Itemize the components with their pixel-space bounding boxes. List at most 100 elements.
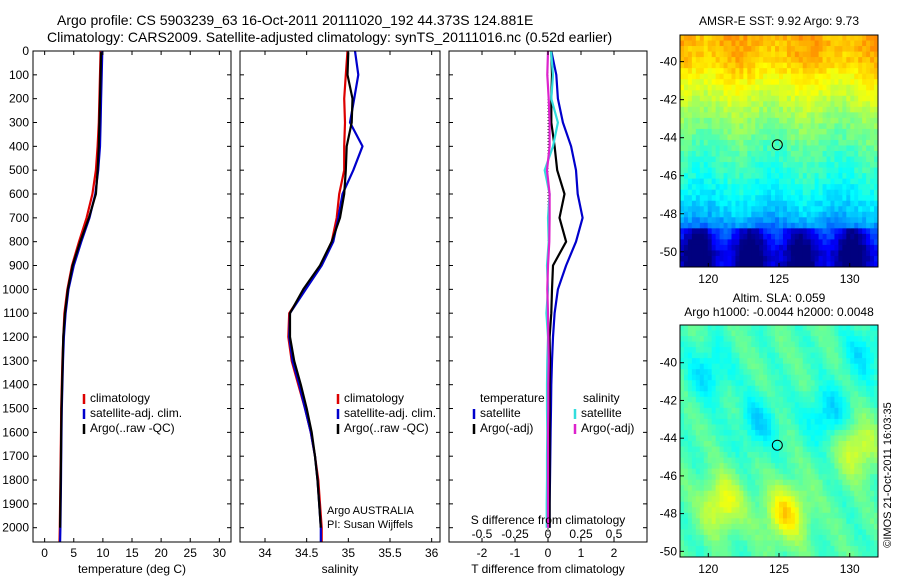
sla_map-cell (814, 363, 819, 370)
sst_map-cell (834, 139, 839, 146)
sla_map-cell (735, 391, 740, 398)
sla_map-cell (822, 457, 827, 464)
sst_map-cell (735, 128, 740, 135)
sla_map-cell (680, 485, 685, 492)
sla_map-cell (842, 523, 847, 530)
sla_map-cell (743, 435, 748, 442)
sst_map-cell (763, 255, 768, 262)
sla_map-cell (691, 507, 697, 514)
sst_map-cell (830, 239, 835, 246)
sst_map-cell (691, 200, 697, 207)
sst_map-cell (866, 200, 871, 207)
sst_map-cell (731, 117, 736, 124)
sla_map-cell (850, 336, 855, 342)
sla_map-cell (802, 374, 808, 381)
sst_map-cell (763, 62, 768, 69)
sst_map-cell (687, 167, 693, 174)
sla_map-cell (790, 485, 796, 492)
sst_map-cell (719, 228, 724, 235)
sst_map-cell (822, 134, 827, 141)
sst_map-cell (782, 167, 788, 174)
sst_map-cell (680, 62, 685, 69)
sla_map-cell (727, 325, 732, 331)
sla_map-cell (818, 501, 823, 508)
sla_map-cell (822, 358, 827, 365)
sst_map-cell (822, 139, 827, 146)
sst_map-cell (814, 222, 819, 229)
sla_map-cell (703, 446, 709, 453)
sla_map-cell (870, 540, 875, 547)
sla_map-cell (794, 413, 800, 420)
sla_map-cell (806, 463, 812, 470)
sst_map-cell (715, 117, 720, 124)
sst_map-cell (687, 40, 693, 47)
sst_map-cell (727, 134, 732, 141)
sst_map-cell (759, 178, 764, 185)
sst_map-cell (798, 162, 804, 168)
sla_map-cell (699, 391, 705, 398)
sst_map-cell (691, 79, 697, 86)
sst_map-cell (838, 139, 843, 146)
sst_map-cell (782, 95, 788, 102)
sst_map-cell (838, 90, 843, 97)
sst_map-cell (715, 73, 720, 80)
sst_map-cell (798, 206, 804, 213)
sst_map-cell (874, 250, 879, 257)
sst_map-cell (751, 79, 756, 86)
sst_map-cell (680, 184, 685, 191)
sla_map-cell (755, 369, 760, 376)
sla_map-cell (731, 534, 736, 541)
sst_map-cell (683, 156, 689, 163)
sst_map-cell (751, 112, 756, 119)
sla_map-cell (866, 336, 871, 342)
sla_map-cell (846, 418, 851, 425)
sst_map-cell (703, 73, 709, 80)
sst_map-cell (755, 250, 760, 257)
sst_map-cell (870, 151, 875, 157)
sst_map-cell (830, 195, 835, 202)
sla_map-cell (858, 435, 863, 442)
sst_map-cell (782, 139, 788, 146)
sst_map-cell (763, 101, 768, 108)
sla_map-cell (806, 479, 812, 486)
sst_map-cell (846, 145, 851, 152)
sst_map-cell (731, 195, 736, 202)
sst_map-cell (870, 57, 875, 64)
sla_map-cell (687, 545, 693, 552)
sst_map-cell (830, 101, 835, 108)
sla_map-cell (870, 391, 875, 398)
sla_map-cell (782, 336, 788, 342)
sst_map-cell (680, 40, 685, 47)
sla_map-cell (834, 479, 839, 486)
sla_map-cell (743, 463, 748, 470)
sst_map-cell (854, 233, 859, 240)
sst_map-cell (747, 178, 752, 185)
sst_map-cell (747, 46, 752, 52)
sla_map-cell (683, 468, 689, 475)
sla_map-cell (715, 463, 720, 470)
sst_map-cell (703, 145, 709, 152)
sla_map-cell (743, 413, 748, 420)
sst_map-cell (830, 233, 835, 240)
sla_map-cell (818, 424, 823, 431)
sla_map-cell (735, 474, 740, 481)
sst_map-cell (723, 206, 728, 213)
sla_map-cell (735, 501, 740, 508)
sst_map-cell (802, 79, 808, 86)
sla_map-cell (794, 545, 800, 552)
sla_map-cell (822, 463, 827, 470)
sla_map-cell (870, 347, 875, 354)
sla_map-cell (703, 485, 709, 492)
sla_map-cell (862, 385, 867, 392)
sla_map-cell (874, 407, 879, 414)
sla_map-cell (731, 429, 736, 436)
sla_map-cell (862, 468, 867, 475)
sst_map-cell (771, 73, 776, 80)
sla_map-cell (834, 347, 839, 354)
sla_map-cell (715, 545, 720, 552)
sst_map-cell (691, 51, 697, 58)
sla_map-cell (771, 446, 776, 453)
sla_map-cell (846, 385, 851, 392)
sla_map-cell (683, 501, 689, 508)
sst_map-cell (826, 217, 831, 224)
